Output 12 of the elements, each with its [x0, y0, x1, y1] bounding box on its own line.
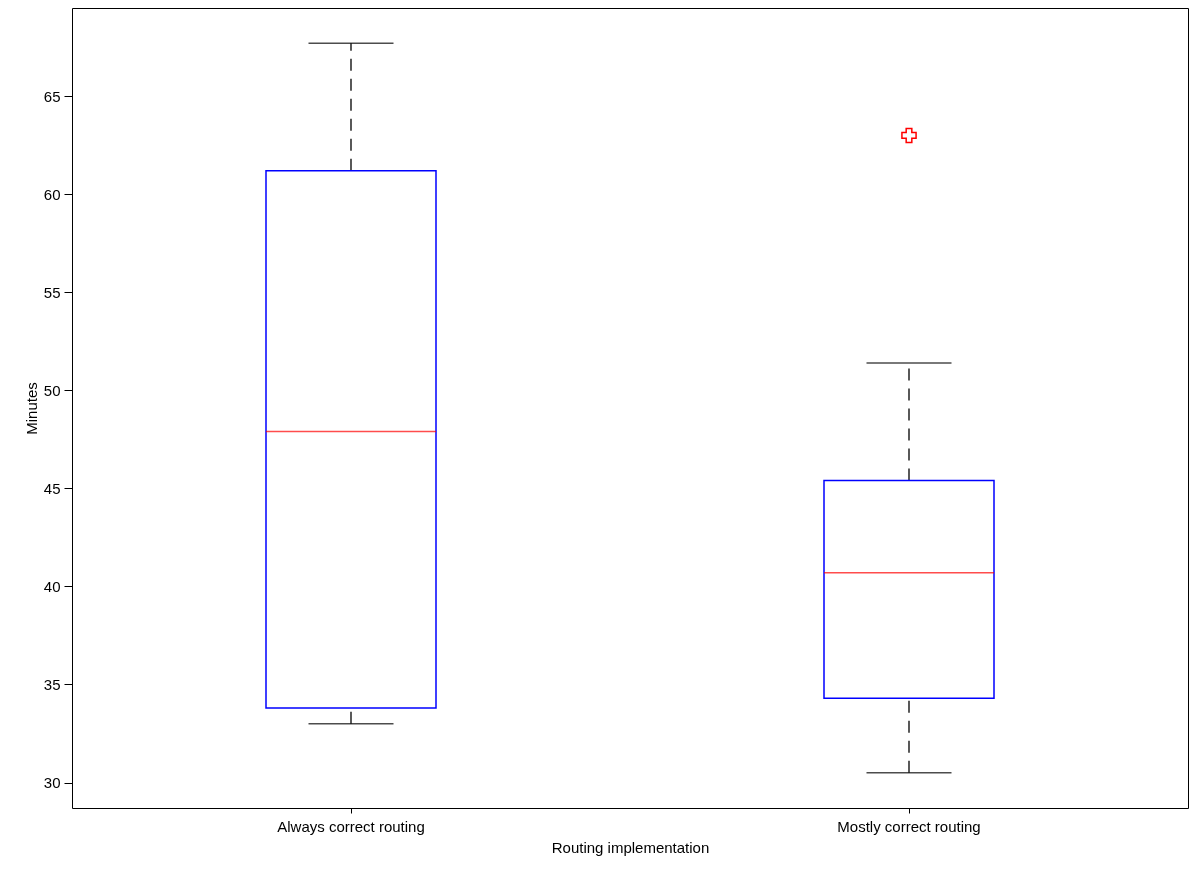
y-tick-label: 60 [43, 185, 61, 203]
y-tick-label: 40 [43, 577, 61, 595]
y-tick-label: 35 [43, 675, 61, 693]
y-tick-label: 30 [43, 774, 61, 792]
y-tick-label: 45 [43, 479, 61, 497]
y-tick-label: 65 [43, 87, 61, 105]
x-tick-label: Always correct routing [277, 817, 425, 835]
y-tick-label: 50 [43, 381, 61, 399]
x-axis-title: Routing implementation [551, 838, 710, 856]
y-tick-label: 55 [43, 283, 61, 301]
x-tick-label: Mostly correct routing [837, 817, 981, 835]
y-axis-title: Minutes [22, 382, 40, 435]
